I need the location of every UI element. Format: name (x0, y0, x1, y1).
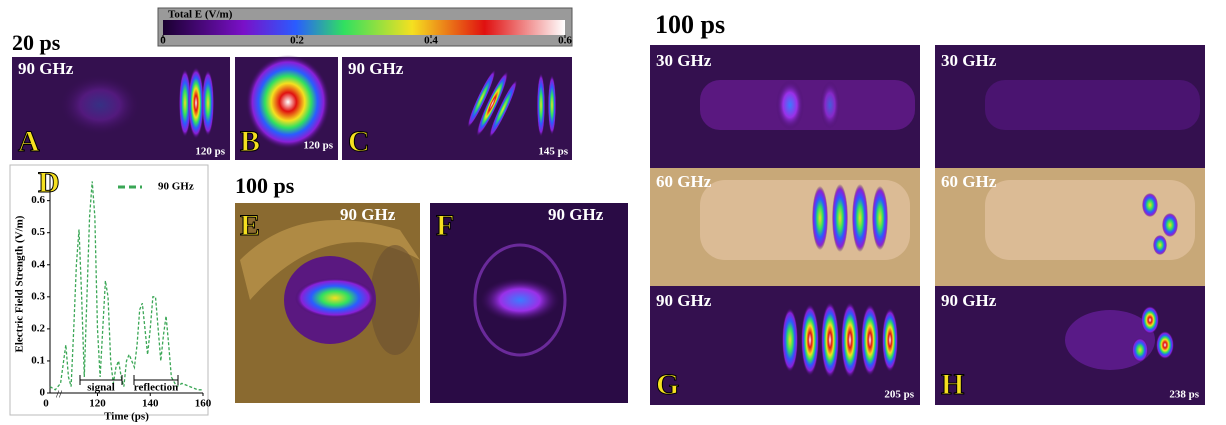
frequency-label: 30 GHz (941, 51, 997, 70)
annotation: reflection (134, 382, 178, 394)
field (1153, 235, 1167, 255)
field (1132, 338, 1148, 362)
field (1142, 193, 1158, 217)
field (852, 184, 868, 252)
field (1141, 306, 1159, 334)
field (776, 80, 804, 130)
colorbar-tick-label: 0.4 (424, 35, 438, 47)
anatomy (370, 245, 420, 355)
y-axis-label: Electric Field Strength (V/m) (14, 215, 26, 352)
field (882, 308, 898, 372)
panel-letter: E (240, 209, 260, 242)
time-stamp: 120 ps (195, 146, 225, 158)
panel-letter: H (941, 368, 964, 401)
field (60, 75, 140, 135)
colorbar: Total E (V/m) (158, 8, 572, 46)
field (1162, 213, 1178, 237)
panel-g: 30 GHz 60 GHz 90 GHz G 205 ps (650, 45, 920, 405)
panel-letter: A (18, 125, 40, 158)
frequency-label: 90 GHz (340, 205, 396, 224)
y-tick-label: 0.2 (31, 322, 45, 334)
x-axis-label: Time (ps) (104, 411, 149, 423)
panel-letter: F (436, 209, 454, 242)
axis-break: // (56, 389, 63, 401)
field (821, 302, 839, 378)
field (985, 80, 1200, 130)
panel-a: 90 GHz A 120 ps (12, 57, 230, 160)
time-label: 100 ps (655, 10, 725, 39)
colorbar-gradient (163, 20, 565, 35)
frequency-label: 90 GHz (941, 291, 997, 310)
x-tick-label: 120 (89, 398, 106, 410)
time-label: 100 ps (235, 173, 295, 198)
frequency-label: 90 GHz (548, 205, 604, 224)
field (537, 73, 545, 137)
field (832, 184, 848, 252)
panel-b: B 120 ps (235, 55, 338, 160)
colorbar-tick-label: 0.6 (558, 35, 572, 47)
y-tick-label: 0 (40, 387, 46, 399)
y-tick-label: 0.4 (31, 258, 45, 270)
field (202, 70, 214, 136)
field (801, 304, 819, 376)
x-tick-label: 140 (142, 398, 159, 410)
legend-label: 90 GHz (158, 181, 194, 193)
frequency-label: 90 GHz (348, 59, 404, 78)
colorbar-tick-label: 0.2 (290, 35, 304, 47)
frequency-label: 30 GHz (656, 51, 712, 70)
field (820, 81, 840, 129)
frequency-label: 60 GHz (941, 172, 997, 191)
field (1156, 331, 1174, 359)
panel-h: 30 GHz 60 GHz 90 GHz H 238 ps (935, 45, 1205, 405)
field (480, 278, 560, 322)
y-tick-label: 0.1 (31, 354, 45, 366)
field (295, 278, 375, 318)
field (872, 186, 888, 250)
x-origin-label: 0 (43, 398, 49, 410)
frequency-label: 60 GHz (656, 172, 712, 191)
y-tick-label: 0.3 (31, 290, 45, 302)
time-stamp: 120 ps (303, 140, 333, 152)
field (861, 304, 879, 376)
x-tick-label: 160 (195, 398, 212, 410)
panel-c: 90 GHz C 145 ps (342, 57, 572, 160)
colorbar-tick-label: 0 (160, 35, 166, 47)
colorbar-title: Total E (V/m) (168, 9, 233, 21)
time-stamp: 238 ps (1169, 389, 1199, 401)
panel-e: 90 GHz E (235, 203, 420, 403)
field (841, 302, 859, 378)
y-tick-label: 0.5 (31, 226, 45, 238)
field (188, 67, 204, 139)
frequency-label: 90 GHz (18, 59, 74, 78)
field (548, 75, 556, 135)
annotation: signal (87, 382, 115, 394)
field (812, 186, 828, 250)
frequency-label: 90 GHz (656, 291, 712, 310)
panel-f: 90 GHz F (430, 203, 628, 403)
time-stamp: 145 ps (538, 146, 568, 158)
field (700, 80, 915, 130)
panel-letter: C (348, 125, 370, 158)
panel-letter: G (656, 368, 679, 401)
figure: Total E (V/m) 20 ps 100 ps 100 ps 90 GHz… (0, 0, 1226, 425)
time-label: 20 ps (12, 30, 61, 55)
field (782, 308, 798, 372)
y-tick-label: 0.6 (31, 194, 45, 206)
panel-letter: B (240, 125, 260, 158)
time-stamp: 205 ps (884, 389, 914, 401)
